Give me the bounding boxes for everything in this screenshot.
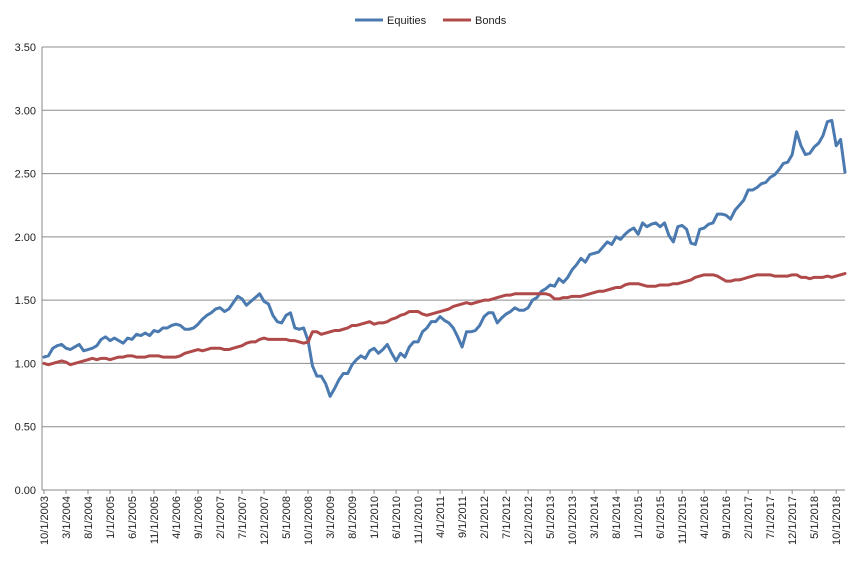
- x-tick-label: 2/1/2007: [215, 496, 227, 539]
- x-tick-label: 10/1/2013: [567, 496, 579, 545]
- y-tick-label: 0.00: [15, 485, 36, 497]
- y-tick-label: 0.50: [15, 422, 36, 434]
- y-tick-label: 2.50: [15, 169, 36, 181]
- x-tick-label: 9/1/2006: [193, 496, 205, 539]
- x-tick-label: 10/1/2018: [831, 496, 843, 545]
- x-tick-label: 2/1/2012: [479, 496, 491, 539]
- x-tick-label: 4/1/2011: [435, 496, 447, 538]
- x-tick-label: 11/1/2015: [677, 496, 689, 544]
- legend-label-equities: Equities: [387, 15, 427, 27]
- y-tick-label: 2.00: [15, 232, 36, 244]
- x-tick-label: 5/1/2008: [281, 496, 293, 539]
- legend-label-bonds: Bonds: [475, 15, 507, 27]
- x-tick-label: 9/1/2011: [457, 496, 469, 538]
- x-tick-label: 12/1/2012: [523, 496, 535, 545]
- x-tick-label: 6/1/2010: [391, 496, 403, 539]
- x-tick-label: 8/1/2004: [83, 496, 95, 539]
- series-line-bonds: [42, 272, 847, 367]
- gridlines: [41, 46, 845, 491]
- x-tick-label: 1/1/2015: [633, 496, 645, 539]
- x-tick-label: 8/1/2014: [611, 496, 623, 539]
- x-tick-label: 12/1/2017: [787, 496, 799, 545]
- x-tick-label: 6/1/2015: [655, 496, 667, 539]
- x-tick-label: 7/1/2012: [501, 496, 513, 539]
- x-tick-label: 10/1/2003: [39, 496, 51, 545]
- y-axis-ticks: 0.00 0.50 1.00 1.50 2.00 2.50 3.00 3.50: [15, 42, 36, 497]
- x-tick-label: 3/1/2004: [61, 496, 73, 539]
- x-tick-label: 5/1/2018: [809, 496, 821, 539]
- x-tick-label: 11/1/2010: [413, 496, 425, 544]
- x-tick-label: 1/1/2005: [105, 496, 117, 539]
- x-tick-label: 8/1/2009: [347, 496, 359, 539]
- x-axis-ticks: 10/1/2003 3/1/2004 8/1/2004 1/1/2005 6/1/200…: [39, 490, 843, 545]
- x-tick-label: 10/1/2008: [303, 496, 315, 545]
- x-tick-label: 3/1/2009: [325, 496, 337, 539]
- x-tick-label: 12/1/2007: [259, 496, 271, 545]
- x-tick-label: 6/1/2005: [127, 496, 139, 539]
- x-tick-label: 4/1/2006: [171, 496, 183, 539]
- x-tick-label: 7/1/2007: [237, 496, 249, 539]
- legend: Equities Bonds: [355, 15, 507, 27]
- x-tick-label: 2/1/2017: [743, 496, 755, 539]
- x-tick-label: 7/1/2017: [765, 496, 777, 539]
- x-tick-label: 9/1/2016: [721, 496, 733, 539]
- series-line-equities: [42, 118, 847, 398]
- y-tick-label: 1.00: [15, 358, 36, 370]
- y-tick-label: 3.50: [15, 42, 36, 54]
- x-tick-label: 1/1/2010: [369, 496, 381, 539]
- x-tick-label: 5/1/2013: [545, 496, 557, 539]
- y-tick-label: 3.00: [15, 105, 36, 117]
- x-tick-label: 4/1/2016: [699, 496, 711, 539]
- x-tick-label: 11/1/2005: [149, 496, 161, 544]
- x-tick-label: 3/1/2014: [589, 496, 601, 539]
- series-lines: [42, 118, 847, 398]
- y-tick-label: 1.50: [15, 295, 36, 307]
